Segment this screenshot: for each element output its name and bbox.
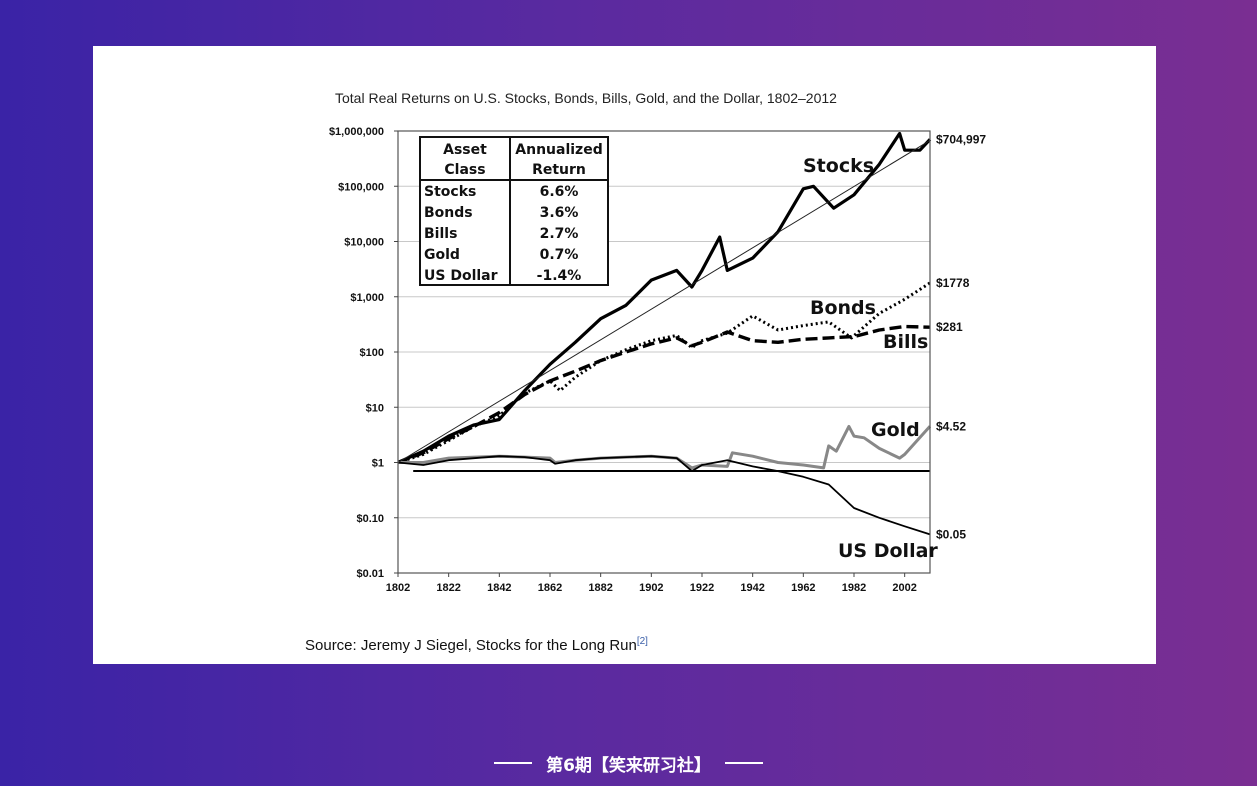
legend-table — [419, 136, 609, 286]
series-name-label-us-dollar: US Dollar — [838, 540, 938, 562]
series-line-us-dollar — [397, 455, 931, 536]
chart-title: Total Real Returns on U.S. Stocks, Bonds… — [335, 90, 837, 106]
x-tick-label: 2002 — [892, 582, 916, 594]
legend-asset-us-dollar: US Dollar — [424, 268, 498, 284]
x-tick-label: 1902 — [639, 582, 663, 594]
x-tick-label: 1882 — [588, 582, 612, 594]
series-line-gold — [398, 424, 932, 470]
series-line-bills — [397, 324, 931, 465]
x-tick-label: 1922 — [690, 582, 714, 594]
source-note: Source: Jeremy J Siegel, Stocks for the … — [305, 636, 648, 654]
source-ref-link[interactable]: [2] — [636, 636, 648, 647]
y-tick-label: $100,000 — [338, 181, 384, 193]
x-tick-label: 1862 — [538, 582, 562, 594]
end-value-label-stocks: $704,997 — [936, 132, 986, 146]
x-tick-label: 1982 — [842, 582, 866, 594]
legend-asset-stocks: Stocks — [424, 184, 476, 200]
x-tick-label: 1802 — [386, 582, 410, 594]
series-name-label-bills: Bills — [883, 331, 928, 353]
end-value-label-us-dollar: $0.05 — [936, 527, 966, 541]
series-line-stocks — [397, 131, 932, 464]
y-tick-label: $1,000 — [350, 292, 384, 304]
legend-asset-gold: Gold — [424, 247, 460, 263]
x-tick-label: 1962 — [791, 582, 815, 594]
y-tick-label: $100 — [360, 347, 384, 359]
footer-right-dash — [724, 762, 763, 764]
legend-asset-bills: Bills — [424, 226, 457, 242]
footer: 第6期【笑来研习社】 — [0, 748, 1257, 778]
legend-header-annualized-return: Return — [532, 162, 586, 178]
end-value-label-bills: $281 — [936, 320, 963, 334]
series-name-label-stocks: Stocks — [803, 155, 874, 177]
chart: Total Real Returns on U.S. Stocks, Bonds… — [329, 90, 986, 594]
series-line-bonds — [397, 281, 931, 464]
footer-left-dash — [494, 762, 533, 764]
legend-return-bonds: 3.6% — [540, 205, 579, 221]
y-tick-label: $1,000,000 — [329, 126, 384, 138]
legend-return-stocks: 6.6% — [540, 184, 579, 200]
footer-title: 第6期【笑来研习社】 — [546, 755, 711, 776]
y-tick-label: $10,000 — [344, 237, 384, 249]
y-tick-label: $0.01 — [356, 568, 384, 580]
legend-return-gold: 0.7% — [540, 247, 579, 263]
legend-header-asset-class: Class — [444, 162, 485, 178]
x-tick-label: 1942 — [740, 582, 764, 594]
y-tick-label: $0.10 — [356, 513, 384, 525]
y-tick-label: $1 — [372, 458, 384, 470]
source-text: Source: Jeremy J Siegel, Stocks for the … — [305, 637, 637, 654]
legend-return-bills: 2.7% — [540, 226, 579, 242]
legend-header-annualized-return: Annualized — [515, 142, 602, 158]
stocks-trend-line — [397, 140, 931, 463]
legend-return-us-dollar: -1.4% — [537, 268, 582, 284]
chart-panel: Total Real Returns on U.S. Stocks, Bonds… — [93, 46, 1156, 664]
legend-asset-bonds: Bonds — [424, 205, 473, 221]
series-name-label-bonds: Bonds — [810, 297, 876, 319]
x-tick-label: 1842 — [487, 582, 511, 594]
y-tick-label: $10 — [366, 402, 384, 414]
x-tick-label: 1822 — [436, 582, 460, 594]
end-value-label-bonds: $1778 — [936, 276, 970, 290]
series-name-label-gold: Gold — [871, 419, 920, 441]
legend-header-asset-class: Asset — [443, 142, 487, 158]
end-value-label-gold: $4.52 — [936, 419, 966, 433]
